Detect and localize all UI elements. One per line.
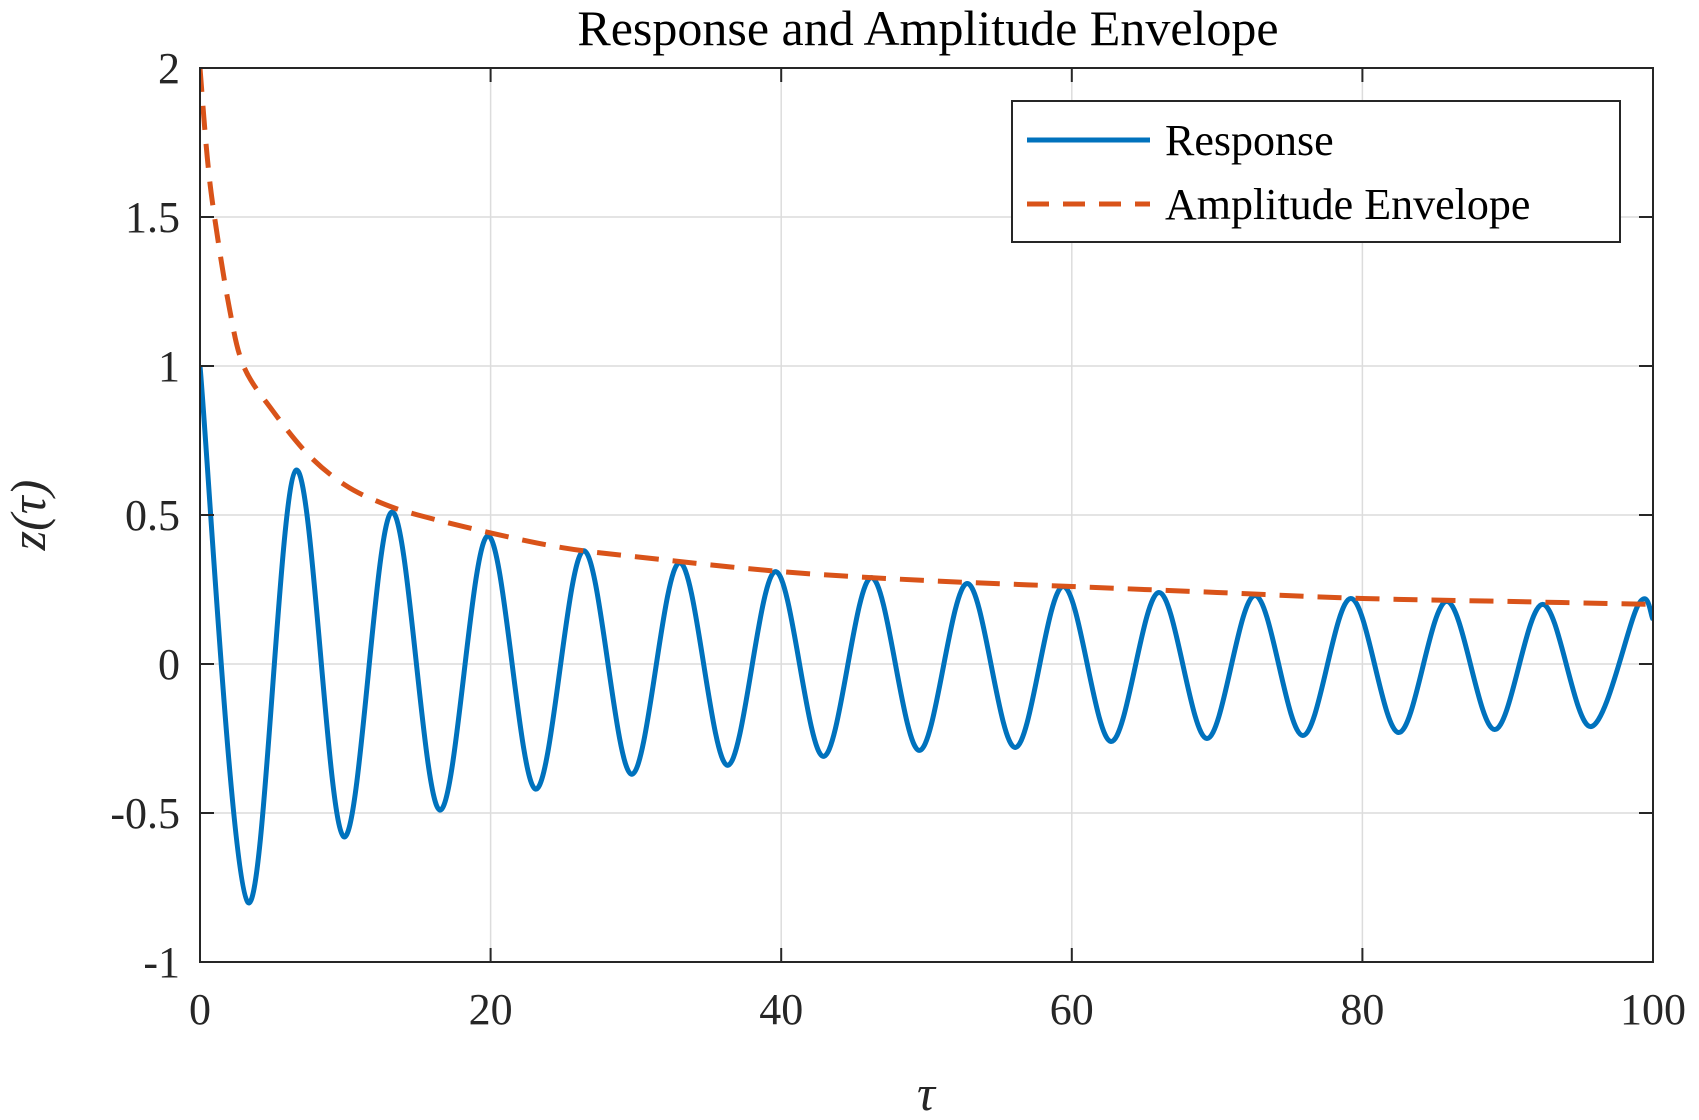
y-tick-label: 0 <box>158 640 180 689</box>
y-tick-label: 1.5 <box>125 193 180 242</box>
response-line <box>200 365 1653 905</box>
legend-label-response: Response <box>1165 116 1334 165</box>
x-tick-label: 80 <box>1340 985 1384 1034</box>
legend: Response Amplitude Envelope <box>1011 100 1621 243</box>
legend-label-envelope: Amplitude Envelope <box>1165 180 1530 229</box>
x-tick-labels: 0 20 40 60 80 100 <box>189 985 1686 1034</box>
y-tick-label: 1 <box>158 342 180 391</box>
axis-ticks <box>199 67 1654 963</box>
amplitude-envelope-line <box>200 68 1653 607</box>
y-tick-label: -1 <box>143 938 180 987</box>
x-tick-label: 0 <box>189 985 211 1034</box>
x-tick-label: 40 <box>759 985 803 1034</box>
y-tick-label: 0.5 <box>125 491 180 540</box>
chart-title: Response and Amplitude Envelope <box>577 0 1278 56</box>
y-tick-label: -0.5 <box>110 789 180 838</box>
y-tick-label: 2 <box>158 44 180 93</box>
y-tick-labels: -1 -0.5 0 0.5 1 1.5 2 <box>110 44 180 987</box>
x-axis-label: τ <box>917 1065 937 1120</box>
x-tick-label: 60 <box>1050 985 1094 1034</box>
x-tick-label: 20 <box>469 985 513 1034</box>
legend-box <box>1011 100 1621 243</box>
y-axis-label: z(τ) <box>0 480 56 552</box>
plot-series <box>200 68 1653 905</box>
x-tick-label: 100 <box>1620 985 1686 1034</box>
